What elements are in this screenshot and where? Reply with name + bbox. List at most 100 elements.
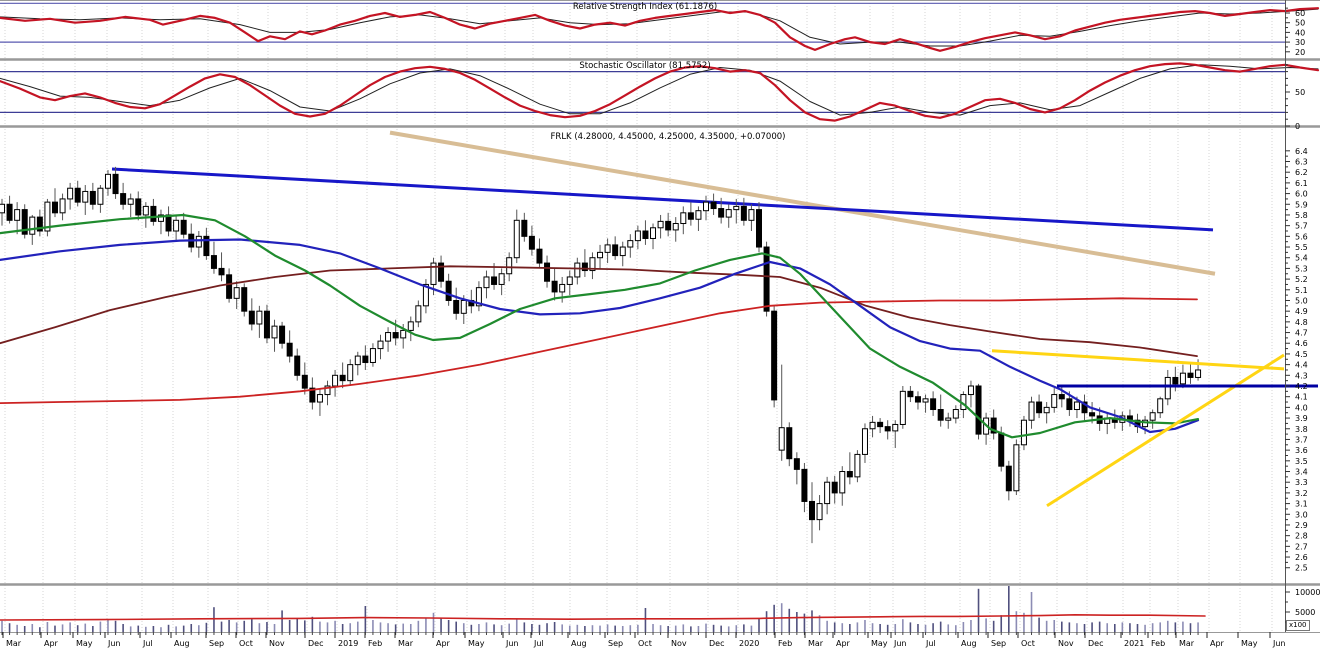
svg-text:4.2: 4.2 — [1295, 382, 1308, 391]
candle — [566, 270, 573, 296]
candle — [657, 214, 664, 239]
candle — [1157, 396, 1164, 419]
candle — [112, 166, 119, 199]
candle — [733, 198, 740, 224]
svg-text:60: 60 — [1295, 9, 1305, 18]
candle — [415, 300, 422, 328]
date-label: Dec — [1088, 639, 1103, 648]
svg-text:5.1: 5.1 — [1295, 286, 1308, 295]
candle — [332, 369, 339, 397]
candle — [339, 362, 346, 389]
candle — [521, 212, 528, 242]
svg-text:4.3: 4.3 — [1295, 371, 1308, 380]
candle — [14, 202, 21, 235]
candle — [801, 462, 808, 513]
candle — [438, 255, 445, 288]
date-label: Mar — [808, 639, 824, 648]
date-label: Oct — [638, 639, 652, 648]
candle — [483, 270, 490, 299]
svg-text:3.0: 3.0 — [1295, 510, 1308, 519]
candle — [1172, 366, 1179, 392]
candlesticks — [0, 166, 1202, 544]
candle — [180, 212, 187, 239]
svg-text:5.8: 5.8 — [1295, 211, 1308, 220]
candle — [294, 348, 301, 381]
candle — [150, 198, 157, 226]
tan-downtrend — [389, 130, 1216, 276]
svg-text:4.6: 4.6 — [1295, 339, 1308, 348]
date-label: Oct — [239, 639, 253, 648]
candle — [642, 220, 649, 245]
candle — [104, 170, 111, 196]
candle — [930, 391, 937, 416]
date-label: Apr — [44, 639, 59, 648]
svg-text:5000: 5000 — [1295, 608, 1315, 617]
candle — [808, 482, 815, 544]
candle — [536, 238, 543, 269]
candle — [922, 394, 929, 413]
candle — [188, 223, 195, 253]
date-axis: Mar Apr May Jun Jul Aug Sep Oct Nov Dec 2019 Feb Mar… — [1, 632, 1286, 648]
svg-text:5.3: 5.3 — [1295, 264, 1308, 273]
candle — [1187, 362, 1194, 384]
candle — [248, 298, 255, 331]
svg-text:5.9: 5.9 — [1295, 200, 1308, 209]
date-label: Dec — [709, 639, 724, 648]
candle — [703, 195, 710, 221]
candle — [899, 386, 906, 429]
stochastic-panel-title: Stochastic Oscillator (81.5752) — [579, 61, 711, 71]
yellow-triangle-lower — [1046, 353, 1285, 507]
candle — [581, 249, 588, 277]
date-label: May — [76, 639, 93, 648]
candle — [157, 209, 164, 235]
volume-panel — [0, 586, 1206, 632]
rsi-panel — [0, 2, 1320, 52]
candle — [241, 283, 248, 317]
svg-text:4.8: 4.8 — [1295, 318, 1308, 327]
candle — [771, 305, 778, 408]
candle — [0, 198, 5, 226]
svg-text:50: 50 — [1295, 19, 1305, 28]
candle — [316, 388, 323, 416]
candle — [135, 191, 142, 221]
date-label: Jul — [925, 639, 936, 648]
date-label: Oct — [1021, 639, 1035, 648]
date-label: Nov — [269, 639, 285, 648]
candle — [74, 180, 81, 207]
candle — [877, 418, 884, 434]
candle — [914, 391, 921, 410]
date-label: Jul — [142, 639, 153, 648]
candle — [839, 466, 846, 506]
date-label: Apr — [1210, 639, 1225, 648]
svg-text:5.5: 5.5 — [1295, 243, 1308, 252]
svg-text:3.2: 3.2 — [1295, 489, 1308, 498]
date-label: Mar — [398, 639, 414, 648]
svg-text:6.4: 6.4 — [1295, 147, 1308, 156]
candle — [967, 380, 974, 408]
candle — [309, 377, 316, 410]
date-label: 2019 — [338, 639, 358, 648]
candle — [324, 380, 331, 406]
date-label: Jun — [505, 639, 519, 648]
candle — [195, 230, 202, 258]
candle — [385, 327, 392, 352]
candle — [89, 182, 96, 210]
blue-downtrend — [111, 167, 1214, 232]
date-label: Apr — [836, 639, 851, 648]
candle — [892, 420, 899, 449]
candle — [422, 279, 429, 314]
candle — [279, 321, 286, 349]
candle — [778, 364, 785, 461]
candle — [1081, 394, 1088, 421]
date-label: 2021 — [1124, 639, 1144, 648]
price-axis: 60504030205002.52.62.72.82.93.03.13.23.3… — [1285, 0, 1320, 632]
candle — [1005, 460, 1012, 501]
candle — [604, 238, 611, 264]
candle — [869, 415, 876, 438]
candle — [127, 193, 134, 218]
candle — [377, 334, 384, 360]
candle — [263, 304, 270, 344]
svg-text:2.5: 2.5 — [1295, 564, 1308, 573]
candle — [710, 193, 717, 215]
